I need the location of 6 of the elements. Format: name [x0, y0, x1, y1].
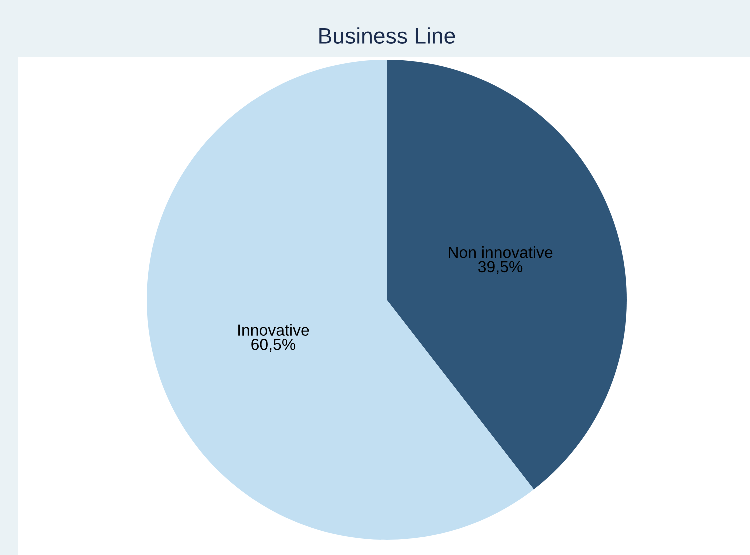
pie-slice: [387, 60, 627, 490]
chart-title: Business Line: [320, 28, 456, 44]
data-label: 39,5%: [478, 261, 523, 274]
slice-label: Innovative: [238, 324, 310, 336]
data-label: 60,5%: [252, 339, 296, 352]
slice-label: Non innovative: [449, 246, 553, 258]
